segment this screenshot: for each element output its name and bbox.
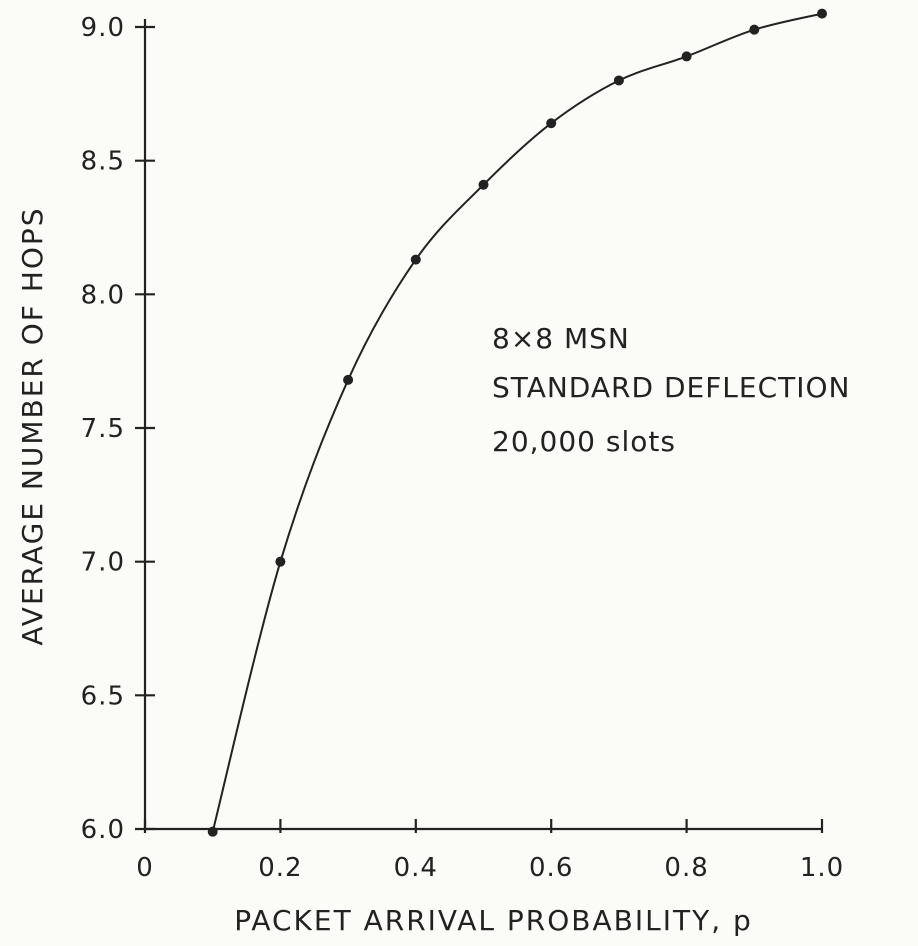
data-point	[478, 179, 489, 190]
annotation-routing-scheme: STANDARD DEFLECTION	[492, 371, 851, 404]
y-axis-title: AVERAGE NUMBER OF HOPS	[16, 206, 49, 645]
data-point	[546, 118, 557, 129]
y-tick-label: 9.0	[81, 13, 125, 43]
x-tick-label: 0.2	[258, 853, 302, 883]
annotation-simulation-length: 20,000 slots	[492, 425, 676, 458]
data-point	[613, 75, 624, 86]
axes: 6.0 6.5 7.0 7.5 8.0 8.5 9.0 0 0.2 0.4 0.6 0.8 1.0	[81, 13, 844, 883]
x-tick-label: 0	[136, 853, 154, 883]
data-point	[749, 24, 760, 35]
fitted-curve	[211, 12, 823, 832]
data-point	[343, 374, 354, 385]
data-point	[275, 556, 286, 567]
annotation-network-size: 8×8 MSN	[492, 322, 630, 355]
y-tick-label: 8.0	[81, 280, 125, 310]
data-point	[207, 826, 218, 837]
data-point	[817, 8, 827, 19]
y-tick-label: 6.0	[81, 815, 125, 845]
x-tick-label: 0.8	[664, 853, 708, 883]
data-point	[410, 254, 421, 265]
data-point	[681, 51, 692, 62]
fitted-curve-layer	[211, 12, 823, 832]
data-points-layer	[207, 8, 827, 837]
y-tick-label: 7.0	[81, 548, 125, 578]
x-tick-label: 0.4	[394, 853, 438, 883]
x-tick-label: 0.6	[529, 853, 573, 883]
y-tick-label: 8.5	[81, 147, 125, 177]
x-axis-title: PACKET ARRIVAL PROBABILITY, p	[234, 904, 753, 937]
y-tick-label: 6.5	[81, 681, 125, 711]
x-tick-label: 1.0	[800, 853, 844, 883]
y-tick-label: 7.5	[81, 414, 125, 444]
